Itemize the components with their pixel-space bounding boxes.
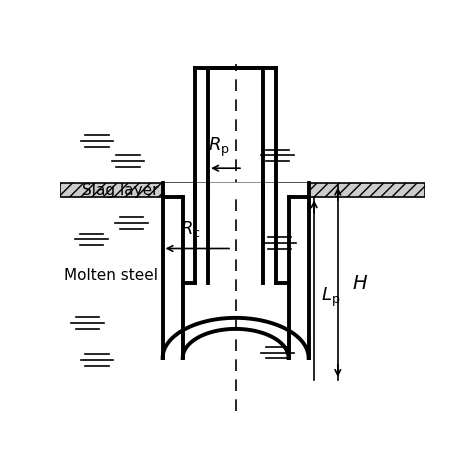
Text: $R_\mathrm{c}$: $R_\mathrm{c}$ [180,219,201,239]
Text: $L_\mathrm{p}$: $L_\mathrm{p}$ [321,286,341,310]
Text: Molten steel: Molten steel [64,268,158,283]
Text: $H$: $H$ [352,273,369,292]
Text: Slag layer: Slag layer [82,182,159,198]
Text: $R_\mathrm{p}$: $R_\mathrm{p}$ [208,136,230,159]
Bar [61,183,425,197]
